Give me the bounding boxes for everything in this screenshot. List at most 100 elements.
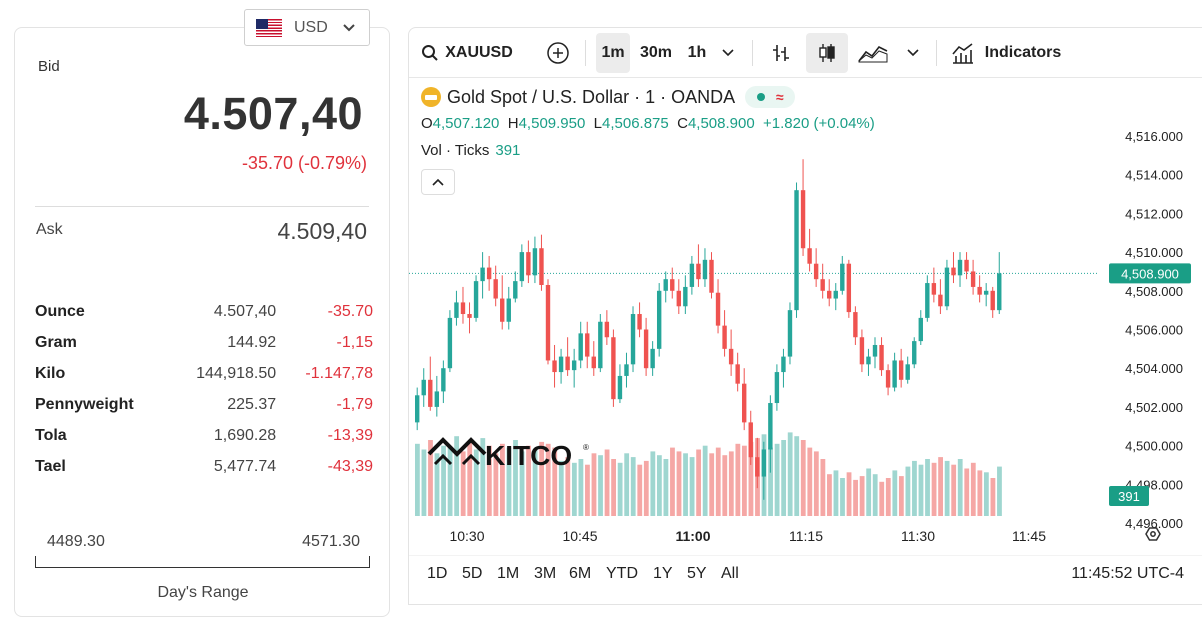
range-1y-button[interactable]: 1Y	[653, 565, 673, 582]
candle-body	[970, 271, 976, 287]
candle-body	[944, 267, 950, 307]
candle-body	[670, 279, 675, 291]
volume-legend: Vol · Ticks 391	[421, 142, 520, 159]
range-1m-button[interactable]: 1M	[497, 565, 520, 582]
unit-name: Tael	[35, 457, 66, 475]
candle-body	[441, 368, 446, 392]
days-range-label: Day's Range	[157, 584, 249, 601]
volume-bar	[846, 472, 852, 516]
candle-body	[761, 449, 767, 477]
last-price-badge	[1109, 263, 1191, 284]
volume-bar	[460, 451, 466, 516]
range-5d-button[interactable]: 5D	[462, 565, 483, 582]
unit-change: -13,39	[327, 426, 373, 444]
unit-row-gram: Gram 144.92 -1,15	[35, 327, 373, 358]
volume-bar	[957, 459, 963, 516]
range-5y-button[interactable]: 5Y	[687, 565, 707, 582]
range-all-button[interactable]: All	[721, 565, 739, 582]
indicators-icon	[952, 43, 973, 64]
volume-bar	[748, 441, 754, 516]
candle-body	[800, 190, 806, 249]
candle-body	[493, 279, 498, 299]
range-6m-button[interactable]: 6M	[569, 565, 592, 582]
indicators-button[interactable]: Indicators	[946, 33, 1066, 73]
volume-bar	[800, 440, 806, 516]
add-circle-icon	[547, 42, 569, 64]
candle-body	[565, 356, 570, 371]
candle-body	[866, 356, 871, 365]
volume-bar	[637, 464, 643, 516]
collapse-legend-button[interactable]	[421, 169, 455, 195]
volume-bar	[997, 466, 1002, 516]
volume-bar	[689, 457, 695, 516]
candle-body	[918, 317, 923, 342]
divider	[35, 206, 369, 207]
currency-label: USD	[294, 18, 328, 36]
compare-symbol-button[interactable]	[542, 33, 574, 73]
volume-bar	[781, 440, 787, 516]
area-chart-type-button[interactable]	[853, 33, 893, 73]
candle-body	[467, 314, 472, 318]
candle-body	[990, 290, 995, 311]
volume-bar	[663, 459, 669, 516]
candle-body	[663, 279, 668, 291]
volume-bar	[480, 438, 486, 516]
market-status-badge[interactable]: ≈	[745, 86, 796, 108]
candle-body	[539, 248, 544, 285]
volume-bar	[493, 453, 499, 516]
symbol-description[interactable]: Gold Spot / U.S. Dollar · 1 · OANDA	[447, 86, 736, 107]
market-open-icon	[756, 93, 765, 101]
candle-body	[604, 321, 610, 338]
chevron-up-icon	[432, 178, 444, 186]
volume-bar	[454, 436, 460, 516]
range-3m-button[interactable]: 3M	[534, 565, 557, 582]
candle-body	[578, 333, 583, 361]
volume-bar	[650, 451, 656, 516]
candle-body	[938, 294, 943, 307]
candle-body	[676, 290, 681, 307]
volume-bar	[977, 470, 983, 516]
candle-body	[643, 329, 649, 369]
interval-1h-button[interactable]: 1h	[687, 44, 707, 61]
interval-dropdown-button[interactable]	[715, 33, 741, 73]
bar-chart-type-button[interactable]	[761, 33, 801, 73]
volume-bar	[656, 455, 662, 516]
candle-body	[460, 302, 466, 315]
chart-type-dropdown-button[interactable]	[901, 33, 925, 73]
unit-change: -1,15	[336, 333, 373, 351]
chart-clock[interactable]: 11:45:52 UTC-4	[1071, 565, 1184, 582]
symbol-search-button[interactable]: XAUUSD	[417, 33, 517, 73]
unit-value: 4.507,40	[213, 302, 277, 320]
candle-body	[591, 356, 596, 369]
candle-body	[598, 321, 603, 369]
candle-body	[506, 298, 511, 322]
volume-bar	[983, 472, 989, 516]
ask-value: 4.509,40	[277, 218, 367, 244]
currency-selector[interactable]: USD	[244, 9, 370, 46]
volume-bar	[421, 449, 427, 516]
volume-bar	[643, 460, 649, 516]
candle-body	[552, 360, 557, 373]
chart-legend-title: Gold Spot / U.S. Dollar · 1 · OANDA ≈	[421, 86, 796, 108]
candle-body	[964, 259, 969, 272]
candle-body	[879, 344, 884, 371]
volume-bar	[513, 440, 518, 516]
candle-body	[689, 263, 695, 287]
volume-bar	[578, 459, 584, 516]
candle-body	[415, 395, 420, 423]
interval-1m-button[interactable]: 1m	[596, 33, 630, 73]
interval-30m-button[interactable]: 30m	[639, 44, 673, 61]
volume-bar	[892, 470, 898, 516]
range-ytd-button[interactable]: YTD	[606, 565, 638, 582]
candle-body	[624, 364, 629, 376]
chevron-down-icon	[907, 49, 919, 57]
volume-bar	[853, 479, 858, 516]
candle-chart-type-button[interactable]	[806, 33, 848, 73]
range-1d-button[interactable]: 1D	[427, 565, 448, 582]
days-range-low: 4489.30	[47, 533, 105, 550]
volume-bar	[774, 443, 780, 516]
unit-value: 225.37	[227, 395, 277, 413]
volume-bar	[794, 436, 800, 516]
candle-body	[820, 279, 825, 291]
price-chart[interactable]: KITCO ® 4,516.000 4,514.000 4,512.000 4,510.0…	[409, 78, 1202, 556]
